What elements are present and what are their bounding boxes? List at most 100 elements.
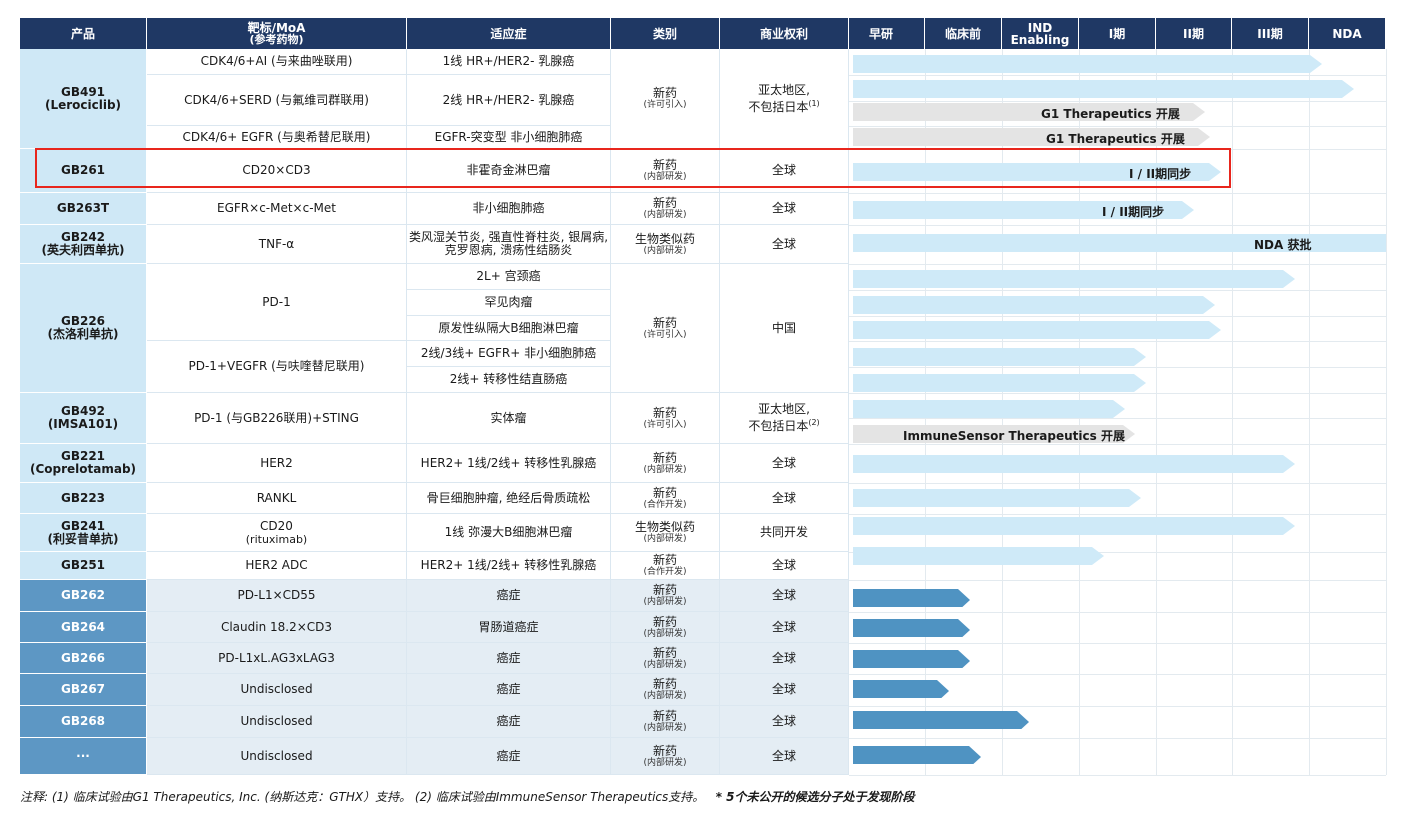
target-cell: Undisclosed bbox=[147, 738, 407, 775]
progress-bar bbox=[853, 163, 1221, 181]
target-text: CD20 bbox=[260, 518, 293, 533]
category-cell: 新药 (许可引入) bbox=[611, 264, 720, 393]
rights-footnote-mark: (1) bbox=[808, 98, 820, 108]
indication-text: 类风湿关节炎, 强直性脊柱炎, 银屑病, bbox=[408, 230, 609, 244]
target-cell: CDK4/6+AI (与来曲唑联用) bbox=[147, 49, 407, 75]
progress-bar bbox=[853, 103, 1205, 121]
category-cell: 新药 (内部研发) bbox=[611, 738, 720, 775]
indication-text: 2线/3线+ EGFR+ 非小细胞肺癌 bbox=[420, 346, 597, 360]
stage-rowline bbox=[849, 643, 1386, 644]
category-sub: (许可引入) bbox=[643, 100, 687, 110]
stage-rowline bbox=[849, 552, 1386, 553]
category-cell: 生物类似药 (内部研发) bbox=[611, 514, 720, 552]
product-cell: GB267 bbox=[20, 674, 147, 706]
category-cell: 新药 (合作开发) bbox=[611, 552, 720, 580]
category-main: 新药 bbox=[652, 315, 677, 330]
product-cell: GB226 (杰洛利单抗) bbox=[20, 264, 147, 393]
rights-line1: 全球 bbox=[771, 558, 796, 572]
category-main: 新药 bbox=[652, 86, 677, 100]
progress-bar bbox=[853, 128, 1210, 146]
product-cell: GB264 bbox=[20, 612, 147, 643]
footnote-bold: * 5个未公开的候选分子处于发现阶段 bbox=[715, 790, 915, 804]
header-stage: 早研 bbox=[849, 18, 925, 49]
category-main: 新药 bbox=[652, 450, 677, 465]
stage-rowline bbox=[849, 580, 1386, 581]
category-main: 生物类似药 bbox=[634, 520, 695, 534]
progress-bar bbox=[853, 400, 1125, 418]
rights-cell: 全球 bbox=[720, 738, 849, 775]
indication-cell: 2线/3线+ EGFR+ 非小细胞肺癌 bbox=[407, 341, 611, 367]
indication-cell: 癌症 bbox=[407, 643, 611, 674]
target-cell: PD-L1xL.AG3xLAG3 bbox=[147, 643, 407, 674]
rights-line2: 不包括日本 bbox=[748, 99, 809, 114]
target-cell: CD20×CD3 bbox=[147, 149, 407, 193]
category-cell: 新药 (内部研发) bbox=[611, 193, 720, 225]
rights-line1: 全球 bbox=[771, 682, 796, 696]
category-cell: 生物类似药 (内部研发) bbox=[611, 225, 720, 264]
indication-cell: HER2+ 1线/2线+ 转移性乳腺癌 bbox=[407, 444, 611, 483]
progress-bar bbox=[853, 746, 981, 764]
target-text: PD-1 (与GB226联用)+STING bbox=[194, 410, 359, 425]
stage-rowline bbox=[849, 101, 1386, 102]
target-text: Undisclosed bbox=[240, 682, 313, 696]
category-sub: (内部研发) bbox=[643, 172, 687, 182]
progress-bar-label: I / II期同步 bbox=[1102, 205, 1165, 219]
target-text: CDK4/6+SERD (与氟维司群联用) bbox=[184, 92, 369, 107]
stage-rowline bbox=[849, 225, 1386, 226]
target-cell: CDK4/6+ EGFR (与奥希替尼联用) bbox=[147, 126, 407, 149]
product-name: GB223 bbox=[60, 490, 106, 505]
rights-line1: 亚太地区, bbox=[758, 402, 810, 416]
product-name: GB242 bbox=[60, 230, 106, 244]
indication-text: 癌症 bbox=[496, 714, 521, 728]
indication-cell: 骨巨细胞肿瘤, 绝经后骨质疏松 bbox=[407, 483, 611, 514]
footnote-text: 注释: (1) 临床试验由G1 Therapeutics, Inc. (纳斯达克… bbox=[20, 790, 705, 804]
rights-line2-wrap: 不包括日本(2) bbox=[748, 416, 819, 433]
rights-cell: 亚太地区, 不包括日本(1) bbox=[720, 49, 849, 149]
indication-cell: 罕见肉瘤 bbox=[407, 290, 611, 316]
product-alias: (Coprelotamab) bbox=[29, 462, 137, 476]
progress-bar-label: G1 Therapeutics 开展 bbox=[1041, 107, 1180, 121]
rights-cell: 全球 bbox=[720, 552, 849, 580]
category-cell: 新药 (许可引入) bbox=[611, 49, 720, 149]
target-text: CDK4/6+AI (与来曲唑联用) bbox=[200, 54, 353, 68]
rights-line1: 亚太地区, bbox=[758, 82, 810, 97]
category-sub: (内部研发) bbox=[643, 597, 687, 607]
indication-text: 1线 HR+/HER2- 乳腺癌 bbox=[442, 54, 575, 68]
stage-rowline bbox=[849, 483, 1386, 484]
category-main: 生物类似药 bbox=[634, 231, 695, 246]
indication-cell: 原发性纵隔大B细胞淋巴瘤 bbox=[407, 316, 611, 341]
product-cell: GB242 (英夫利西单抗) bbox=[20, 225, 147, 264]
rights-cell: 全球 bbox=[720, 225, 849, 264]
product-name: GB251 bbox=[60, 558, 106, 572]
stage-rowline bbox=[849, 444, 1386, 445]
category-main: 新药 bbox=[652, 614, 677, 629]
category-main: 新药 bbox=[652, 485, 677, 500]
category-sub: (合作开发) bbox=[643, 567, 687, 577]
indication-text: 2L+ 宫颈癌 bbox=[476, 269, 541, 283]
target-cell: CDK4/6+SERD (与氟维司群联用) bbox=[147, 75, 407, 126]
target-cell: HER2 ADC bbox=[147, 552, 407, 580]
category-main: 新药 bbox=[652, 158, 677, 172]
category-sub: (内部研发) bbox=[643, 210, 687, 220]
rights-cell: 全球 bbox=[720, 193, 849, 225]
indication-cell: 癌症 bbox=[407, 674, 611, 706]
product-name: GB267 bbox=[60, 682, 106, 696]
category-sub: (内部研发) bbox=[643, 723, 687, 733]
category-sub: (内部研发) bbox=[643, 464, 687, 475]
category-main: 新药 bbox=[652, 583, 677, 597]
target-cell: TNF-α bbox=[147, 225, 407, 264]
indication-cell: 1线 弥漫大B细胞淋巴瘤 bbox=[407, 514, 611, 552]
product-name: GB261 bbox=[60, 163, 106, 177]
stage-gridline bbox=[1232, 49, 1233, 775]
target-cell: PD-1 (与GB226联用)+STING bbox=[147, 393, 407, 444]
target-text: PD-L1xL.AG3xLAG3 bbox=[218, 650, 335, 665]
stage-rowline bbox=[849, 264, 1386, 265]
progress-bar-label: I / II期同步 bbox=[1129, 167, 1192, 181]
stage-gridline bbox=[1309, 49, 1310, 775]
target-text: RANKL bbox=[256, 490, 297, 505]
indication-text: 癌症 bbox=[496, 650, 521, 665]
target-text: Claudin 18.2×CD3 bbox=[220, 619, 333, 634]
rights-cell: 全球 bbox=[720, 612, 849, 643]
stage-gridline bbox=[1386, 49, 1387, 775]
pipeline-table: 产品 靶标/MoA (参考药物) 适应症 类别 商业权利 早研 临床前 IND En… bbox=[20, 18, 1387, 776]
